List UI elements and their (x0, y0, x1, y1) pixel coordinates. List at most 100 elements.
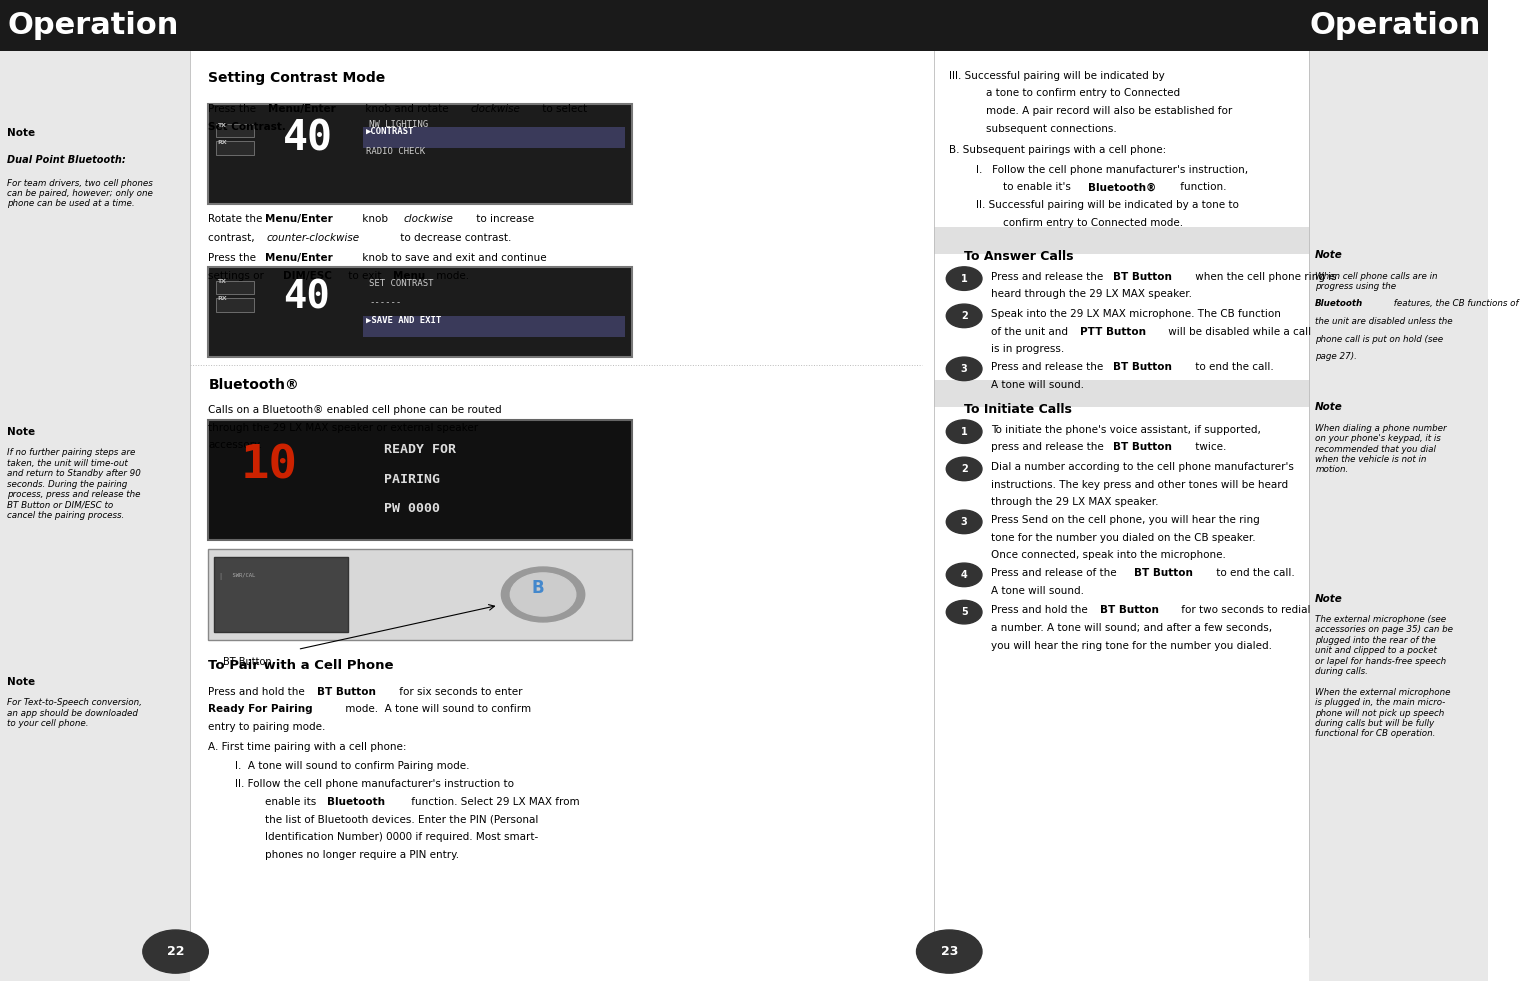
Text: to exit: to exit (345, 271, 384, 281)
Text: entry to pairing mode.: entry to pairing mode. (208, 722, 326, 732)
Text: For Text-to-Speech conversion,
an app should be downloaded
to your cell phone.: For Text-to-Speech conversion, an app sh… (8, 698, 143, 728)
Text: Setting Contrast Mode: Setting Contrast Mode (208, 71, 386, 84)
Bar (191, 51, 1309, 981)
Text: contrast,: contrast, (208, 233, 258, 243)
Text: ▶CONTRAST: ▶CONTRAST (366, 127, 414, 135)
Text: To Initiate Calls: To Initiate Calls (964, 403, 1072, 416)
Text: PTT Button: PTT Button (1080, 327, 1146, 336)
Text: I.  A tone will sound to confirm Pairing mode.: I. A tone will sound to confirm Pairing … (235, 761, 469, 771)
Circle shape (501, 567, 584, 622)
Text: 10: 10 (241, 443, 298, 489)
Text: 40: 40 (283, 118, 332, 160)
Text: Note: Note (1315, 594, 1343, 603)
Text: For team drivers, two cell phones
can be paired, however; only one
phone can be : For team drivers, two cell phones can be… (8, 179, 154, 208)
Text: 2: 2 (961, 311, 967, 321)
Text: |: | (218, 573, 223, 580)
Text: to select: to select (538, 104, 586, 114)
Text: Bluetooth®: Bluetooth® (1087, 182, 1157, 192)
Text: Note: Note (1315, 402, 1343, 412)
Text: phones no longer require a PIN entry.: phones no longer require a PIN entry. (265, 850, 458, 859)
Text: Press and release the: Press and release the (990, 362, 1106, 372)
Circle shape (143, 930, 208, 973)
Text: knob to save and exit and continue: knob to save and exit and continue (358, 253, 546, 263)
Text: page 27).: page 27). (1315, 352, 1357, 361)
Text: PAIRING: PAIRING (384, 473, 440, 486)
Text: TX: TX (217, 279, 226, 284)
Text: READY FOR: READY FOR (384, 443, 455, 456)
Text: Press and hold the: Press and hold the (208, 687, 308, 697)
Text: II. Follow the cell phone manufacturer's instruction to: II. Follow the cell phone manufacturer's… (235, 779, 514, 789)
Text: Note: Note (1315, 250, 1343, 260)
Text: To Pair with a Cell Phone: To Pair with a Cell Phone (208, 659, 394, 672)
Text: Ready For Pairing: Ready For Pairing (208, 704, 312, 714)
Text: will be disabled while a call: will be disabled while a call (1164, 327, 1310, 336)
Text: to enable it's: to enable it's (1003, 182, 1074, 192)
Text: DIM/ESC: DIM/ESC (283, 271, 332, 281)
Text: A. First time pairing with a cell phone:: A. First time pairing with a cell phone: (208, 742, 406, 751)
Text: Operation: Operation (1309, 11, 1481, 40)
Text: phone call is put on hold (see: phone call is put on hold (see (1315, 335, 1443, 343)
Text: to decrease contrast.: to decrease contrast. (397, 233, 512, 243)
Text: III. Successful pairing will be indicated by: III. Successful pairing will be indicate… (949, 71, 1164, 80)
Text: The external microphone (see
accessories on page 35) can be
plugged into the rea: The external microphone (see accessories… (1315, 615, 1453, 739)
Bar (208, 549, 632, 640)
Text: B. Subsequent pairings with a cell phone:: B. Subsequent pairings with a cell phone… (949, 145, 1166, 155)
Text: 1: 1 (961, 427, 967, 437)
Text: Dual Point Bluetooth:: Dual Point Bluetooth: (8, 155, 126, 165)
Bar (935, 380, 1309, 407)
Circle shape (946, 510, 981, 534)
Circle shape (946, 420, 981, 443)
Text: RX: RX (217, 140, 228, 145)
Bar (363, 316, 624, 337)
Text: SWR/CAL: SWR/CAL (226, 573, 255, 578)
Text: Note: Note (8, 128, 35, 137)
Bar (215, 124, 254, 137)
Circle shape (946, 304, 981, 328)
Text: the list of Bluetooth devices. Enter the PIN (Personal: the list of Bluetooth devices. Enter the… (265, 814, 538, 824)
Circle shape (511, 573, 575, 616)
Text: Press and release of the: Press and release of the (990, 568, 1120, 578)
Bar (208, 104, 632, 204)
Text: TX: TX (217, 123, 226, 128)
Text: counter-clockwise: counter-clockwise (266, 233, 360, 243)
Text: When dialing a phone number
on your phone's keypad, it is
recommended that you d: When dialing a phone number on your phon… (1315, 424, 1447, 475)
Text: when the cell phone ring is: when the cell phone ring is (1192, 272, 1337, 282)
Text: Calls on a Bluetooth® enabled cell phone can be routed: Calls on a Bluetooth® enabled cell phone… (208, 405, 501, 415)
Text: enable its: enable its (265, 797, 320, 806)
Text: RADIO CHECK: RADIO CHECK (366, 147, 424, 156)
Text: Menu: Menu (392, 271, 424, 281)
Text: Press and release the: Press and release the (990, 272, 1106, 282)
Text: To initiate the phone's voice assistant, if supported,: To initiate the phone's voice assistant,… (990, 425, 1261, 435)
Text: Bluetooth: Bluetooth (1315, 299, 1364, 308)
Text: ▶SAVE AND EXIT: ▶SAVE AND EXIT (366, 316, 441, 325)
Text: 3: 3 (961, 517, 967, 527)
Text: Press the: Press the (208, 253, 260, 263)
Text: 22: 22 (166, 945, 185, 958)
Text: twice.: twice. (1192, 442, 1226, 452)
Text: features, the CB functions of: features, the CB functions of (1392, 299, 1518, 308)
Text: tone for the number you dialed on the CB speaker.: tone for the number you dialed on the CB… (990, 533, 1255, 542)
Text: BT Button: BT Button (1134, 568, 1192, 578)
Text: 5: 5 (961, 607, 967, 617)
Text: heard through the 29 LX MAX speaker.: heard through the 29 LX MAX speaker. (990, 289, 1192, 299)
Text: BT Button: BT Button (1100, 605, 1158, 615)
Text: press and release the: press and release the (990, 442, 1107, 452)
Bar (935, 227, 1309, 254)
Text: function. Select 29 LX MAX from: function. Select 29 LX MAX from (408, 797, 580, 806)
Text: Press the: Press the (208, 104, 260, 114)
Text: 1: 1 (961, 274, 967, 284)
Text: SET CONTRAST: SET CONTRAST (369, 279, 434, 287)
Text: RX: RX (217, 296, 228, 301)
Text: 4: 4 (961, 570, 967, 580)
Text: through the 29 LX MAX speaker or external speaker: through the 29 LX MAX speaker or externa… (208, 423, 478, 433)
Text: to end the call.: to end the call. (1192, 362, 1273, 372)
Text: When cell phone calls are in
progress using the: When cell phone calls are in progress us… (1315, 272, 1438, 291)
Text: clockwise: clockwise (403, 214, 454, 224)
Text: of the unit and: of the unit and (990, 327, 1070, 336)
Circle shape (917, 930, 981, 973)
Text: Press Send on the cell phone, you will hear the ring: Press Send on the cell phone, you will h… (990, 515, 1260, 525)
Text: for two seconds to redial: for two seconds to redial (1178, 605, 1310, 615)
Text: 3: 3 (961, 364, 967, 374)
Text: B: B (531, 579, 544, 596)
Text: BT Button: BT Button (1114, 362, 1172, 372)
